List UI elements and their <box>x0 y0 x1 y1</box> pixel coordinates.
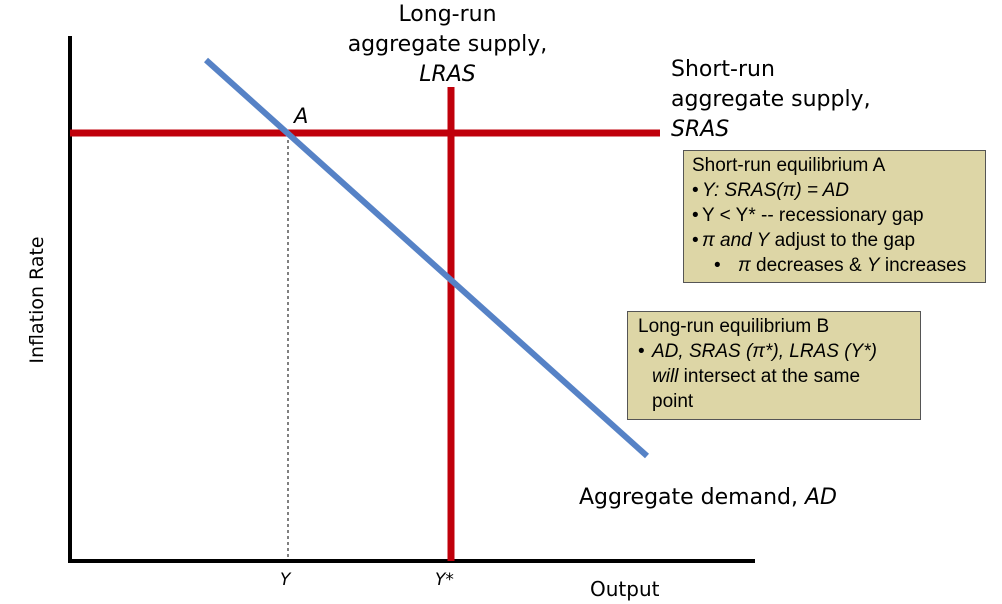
bullet-icon: • <box>692 205 699 226</box>
box-b-title: Long-run equilibrium B <box>638 316 830 337</box>
bullet-icon: • <box>638 341 645 362</box>
y-axis-label: Inflation Rate <box>26 236 48 364</box>
box-a-line2: • Y < Y* -- recessionary gap <box>692 205 924 226</box>
x-axis-label: Output <box>590 577 660 601</box>
short-run-equilibrium-box: Short-run equilibrium A • Y: SRAS(π) = AD… <box>683 150 986 283</box>
bullet-icon: • <box>692 180 699 201</box>
long-run-equilibrium-box: Long-run equilibrium B • AD, SRAS (π*), L… <box>627 311 921 420</box>
lras-label-line2: aggregate supply, <box>347 32 548 57</box>
ad-line <box>203 57 650 459</box>
sras-label-line2: aggregate supply, <box>671 87 871 112</box>
sras-label-line3: SRAS <box>671 117 730 142</box>
box-a-line3: • π and Y adjust to the gap <box>692 230 916 251</box>
lras-label-line1: Long-run <box>398 2 497 27</box>
ad-label-abbr: AD <box>804 485 837 510</box>
box-a-line1: • Y: SRAS(π) = AD <box>692 180 849 201</box>
lras-label: Long-run aggregate supply, LRAS <box>340 0 555 90</box>
sras-label: Short-run aggregate supply, SRAS <box>671 55 871 145</box>
box-a-line4: • π decreases & Y increases <box>714 255 967 276</box>
ad-label: Aggregate demand, AD <box>579 483 837 513</box>
box-a-title: Short-run equilibrium A <box>692 155 886 176</box>
lras-label-line3: LRAS <box>419 62 476 87</box>
x-tick-y: Y <box>280 570 291 590</box>
sras-label-line1: Short-run <box>671 57 775 82</box>
x-tick-y-star: Y* <box>435 570 454 590</box>
bullet-icon: • <box>692 230 699 251</box>
box-b-line1: • AD, SRAS (π*), LRAS (Y*) <box>638 341 877 362</box>
bullet-icon: • <box>714 255 721 276</box>
box-b-line2: will intersect at the same <box>652 366 861 387</box>
ad-label-text: Aggregate demand, <box>579 485 805 510</box>
point-a-label: A <box>294 104 309 128</box>
box-b-line3: point <box>652 391 694 412</box>
